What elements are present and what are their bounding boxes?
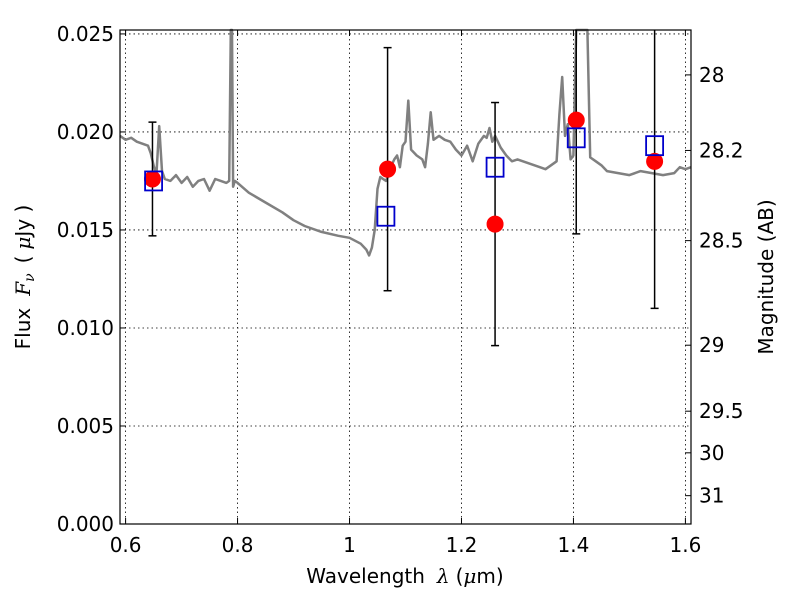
- x-tick-label: 0.6: [110, 533, 142, 557]
- magnitude-tick-label: 30: [699, 441, 724, 465]
- model-square-point: [566, 127, 586, 149]
- model-square-point: [144, 170, 163, 192]
- y-axis-label: FluxFν(μJy ): [11, 205, 38, 350]
- point-layer: [143, 111, 664, 233]
- y-tick-label: 0.015: [57, 218, 114, 242]
- model-spectrum-line: [119, 28, 692, 257]
- y-tick-label: 0.025: [57, 22, 114, 46]
- model-square-point: [376, 205, 396, 227]
- x-tick-label: 1: [343, 533, 356, 557]
- x-tick-label: 1.6: [669, 533, 701, 557]
- y-tick-label: 0.000: [57, 512, 114, 536]
- spectrum-layer: [119, 28, 692, 257]
- magnitude-axis-label: Magnitude (AB): [754, 199, 778, 354]
- y-tick-label: 0.005: [57, 414, 114, 438]
- x-tick-label: 1.4: [558, 533, 590, 557]
- x-axis-label: Wavelength λ (μm): [306, 564, 503, 588]
- x-tick-label: 0.8: [222, 533, 254, 557]
- y-tick-label: 0.010: [57, 316, 114, 340]
- magnitude-tick-label: 28.2: [699, 138, 744, 162]
- observed-point: [379, 160, 397, 178]
- observed-point: [646, 152, 664, 170]
- magnitude-axis-ticks: 28 28.2 28.5 29 29.5 30 31: [685, 63, 744, 508]
- x-axis-ticks: 0.6 0.8 1 1.2 1.4 1.6: [110, 30, 701, 557]
- plot-frame: [119, 29, 692, 525]
- observed-point: [567, 111, 585, 129]
- square-layer: [144, 127, 665, 227]
- magnitude-tick-label: 29: [699, 333, 724, 357]
- x-tick-label: 1.2: [446, 533, 478, 557]
- magnitude-tick-label: 28.5: [699, 229, 744, 253]
- y-axis-ticks: 0.000 0.005 0.010 0.015 0.020 0.025: [57, 22, 126, 536]
- model-square-point: [485, 156, 505, 178]
- magnitude-tick-label: 28: [699, 63, 724, 87]
- magnitude-tick-label: 31: [699, 484, 724, 508]
- y-tick-label: 0.020: [57, 120, 114, 144]
- model-square-point: [645, 135, 665, 157]
- observed-point: [143, 170, 161, 188]
- magnitude-tick-label: 29.5: [699, 399, 744, 423]
- observed-point: [486, 215, 504, 233]
